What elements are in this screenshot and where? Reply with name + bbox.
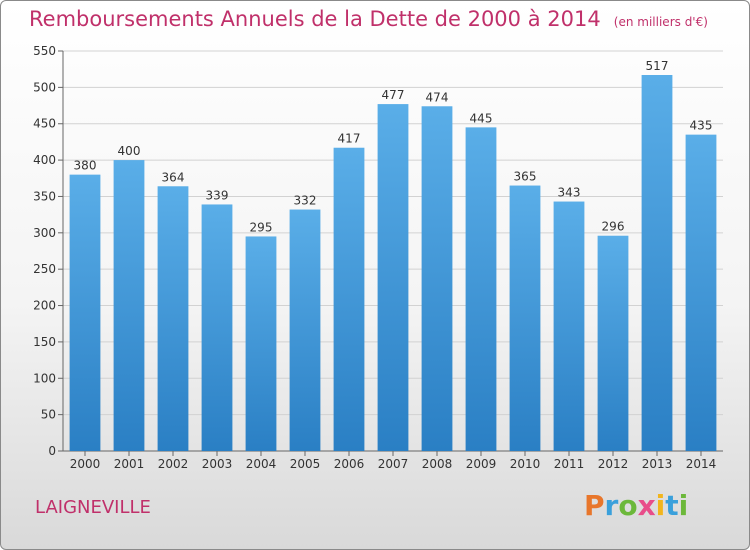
y-tick-label: 150	[33, 335, 56, 349]
title-block: Remboursements Annuels de la Dette de 20…	[29, 7, 708, 31]
bar-value-label: 296	[602, 220, 625, 234]
bar-2008	[421, 106, 453, 451]
y-tick-label: 100	[33, 371, 56, 385]
x-tick-label: 2007	[378, 457, 409, 471]
y-tick-label: 200	[33, 299, 56, 313]
logo-letter: x	[637, 489, 656, 522]
x-tick-label: 2011	[554, 457, 585, 471]
bar-value-label: 332	[294, 194, 317, 208]
logo-letter: t	[665, 489, 679, 522]
bar-value-label: 295	[250, 220, 273, 234]
logo-letter: o	[618, 489, 638, 522]
bar-value-label: 517	[646, 59, 669, 73]
chart-subtitle: (en milliers d'€)	[613, 15, 708, 29]
bar-2009	[465, 127, 497, 451]
x-tick-label: 2010	[510, 457, 541, 471]
bar-2013	[641, 75, 673, 451]
bar-value-label: 435	[690, 119, 713, 133]
bar-2002	[157, 186, 189, 452]
bar-value-label: 417	[338, 132, 361, 146]
bar-value-label: 339	[206, 188, 229, 202]
chart-title: Remboursements Annuels de la Dette de 20…	[29, 7, 601, 31]
bar-value-label: 474	[426, 90, 449, 104]
bar-value-label: 380	[74, 159, 97, 173]
bar-2000	[69, 174, 101, 452]
bar-chart: 0 50 100 150 200 250 300 350 400 450 500 550 380 200…	[33, 44, 723, 471]
logo-letter: i	[655, 489, 666, 522]
commune-name: LAIGNEVILLE	[35, 497, 151, 518]
y-tick-label: 350	[33, 189, 56, 203]
proxiti-logo[interactable]: Proxiti	[584, 489, 688, 522]
bar-value-label: 365	[514, 170, 537, 184]
x-tick-label: 2006	[334, 457, 365, 471]
x-tick-label: 2012	[598, 457, 629, 471]
y-tick-label: 450	[33, 117, 56, 131]
x-tick-label: 2014	[686, 457, 717, 471]
bar-2012	[597, 235, 629, 451]
bar-2007	[377, 104, 409, 451]
logo-letter: r	[604, 489, 619, 522]
y-tick-label: 550	[33, 44, 56, 58]
bar-2011	[553, 201, 585, 451]
logo-letter: P	[584, 489, 605, 522]
y-tick-label: 250	[33, 262, 56, 276]
bar-value-label: 445	[470, 111, 493, 125]
bar-value-label: 364	[162, 170, 185, 184]
bar-value-label: 477	[382, 88, 405, 102]
y-tick-label: 0	[48, 444, 56, 458]
bar-2006	[333, 147, 365, 451]
labels: 380 2000 400 2001 364 2002 339 2003 295 2004 332 20…	[70, 59, 717, 471]
x-tick-label: 2000	[70, 457, 101, 471]
bar-2010	[509, 185, 541, 451]
bars	[69, 75, 717, 452]
x-tick-label: 2003	[202, 457, 233, 471]
bar-2004	[245, 236, 277, 451]
y-tick-label: 400	[33, 153, 56, 167]
logo-letter: i	[678, 489, 689, 522]
x-tick-label: 2008	[422, 457, 453, 471]
bar-2001	[113, 160, 145, 451]
x-tick-label: 2004	[246, 457, 277, 471]
x-tick-label: 2001	[114, 457, 145, 471]
bar-2005	[289, 209, 321, 451]
bar-2003	[201, 204, 233, 451]
bar-value-label: 343	[558, 186, 581, 200]
y-tick-label: 300	[33, 226, 56, 240]
x-tick-label: 2013	[642, 457, 673, 471]
x-tick-label: 2009	[466, 457, 497, 471]
y-tick-label: 50	[41, 408, 56, 422]
bar-2014	[685, 134, 717, 452]
x-tick-label: 2002	[158, 457, 189, 471]
bar-value-label: 400	[118, 144, 141, 158]
x-tick-label: 2005	[290, 457, 321, 471]
axes: 0 50 100 150 200 250 300 350 400 450 500 550	[33, 44, 723, 458]
y-tick-label: 500	[33, 80, 56, 94]
